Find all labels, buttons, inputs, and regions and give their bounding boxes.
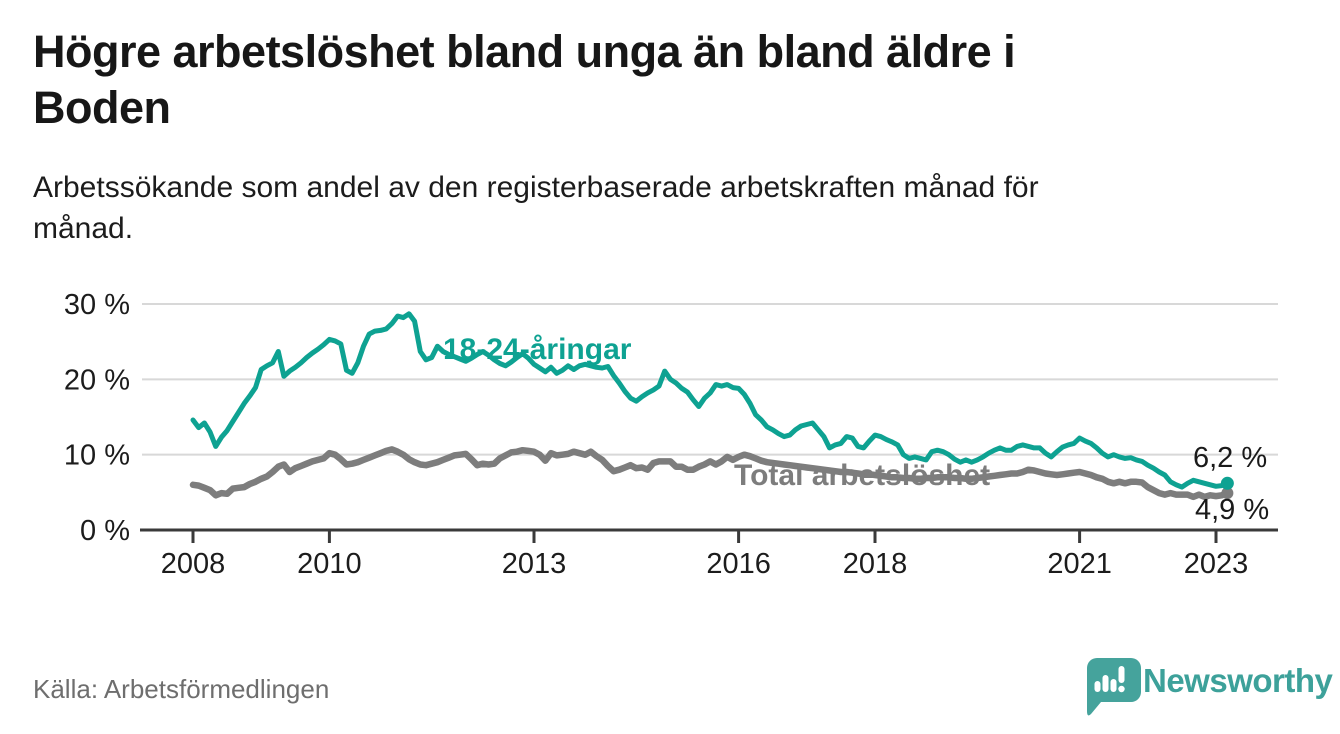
y-tick-label: 0 % <box>80 515 130 547</box>
x-tick-label: 2021 <box>1047 548 1112 580</box>
end-dot-young <box>1220 476 1234 490</box>
chart-subtitle-line-1: Arbetssökande som andel av den registerb… <box>33 171 1039 204</box>
speech-bubble-chart-icon <box>1087 658 1141 716</box>
y-tick-label: 20 % <box>64 364 130 396</box>
end-dot-total <box>1221 487 1234 500</box>
y-tick-label: 10 % <box>64 440 130 472</box>
x-tick-label: 2016 <box>706 548 771 580</box>
series-line-young <box>190 311 1230 490</box>
page-title-line-1: Högre arbetslöshet bland unga än bland ä… <box>33 26 1016 77</box>
chart-subtitle: Arbetssökande som andel av den registerb… <box>33 167 1273 249</box>
y-tick-label: 30 % <box>64 289 130 321</box>
x-tick-label: 2023 <box>1184 548 1249 580</box>
series-label-young: 18-24-åringar <box>443 333 632 366</box>
newsworthy-wordmark: Newsworthy <box>1143 662 1333 699</box>
chart-subtitle-line-2: månad. <box>33 212 134 245</box>
page-title-line-2: Boden <box>33 82 171 133</box>
newsworthy-logo: Newsworthy <box>1085 656 1333 718</box>
x-tick-label: 2008 <box>161 548 226 580</box>
end-value-label-total: 4,9 % <box>1195 494 1269 526</box>
page-title: Högre arbetslöshet bland unga än bland ä… <box>33 24 1273 136</box>
end-value-label-young: 6,2 % <box>1193 442 1267 474</box>
source-text: Källa: Arbetsförmedlingen <box>33 674 330 704</box>
x-tick-label: 2013 <box>502 548 567 580</box>
series-line-total <box>189 446 1231 501</box>
x-tick-label: 2010 <box>297 548 362 580</box>
x-tick-label: 2018 <box>843 548 908 580</box>
series-label-total: Total arbetslöshet <box>734 459 990 492</box>
